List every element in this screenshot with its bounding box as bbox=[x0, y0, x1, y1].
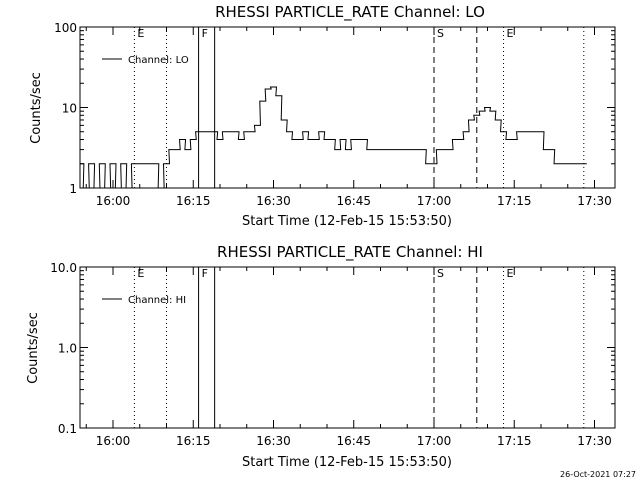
axis-ticks-hi: 16:00 16:15 16:30 16:45 17:00 17:15 17:30 0.1 1.… bbox=[50, 261, 615, 448]
series-group-lo bbox=[80, 86, 587, 189]
x-tick-label: 16:15 bbox=[176, 194, 211, 208]
footer-timestamp: 26-Oct-2021 07:27 bbox=[560, 470, 636, 479]
y-tick-label: 1 bbox=[69, 182, 77, 196]
legend-label-lo: Channel: LO bbox=[128, 55, 189, 66]
event-marker-label: F bbox=[202, 27, 208, 40]
y-axis-label-lo: Counts/sec bbox=[29, 72, 44, 144]
x-tick-label: 17:30 bbox=[577, 434, 612, 448]
y-tick-label: 100 bbox=[54, 21, 77, 35]
y-axis-label-hi: Counts/sec bbox=[26, 312, 41, 384]
event-marker-label: E bbox=[507, 27, 514, 40]
legend-label-hi: Channel: HI bbox=[128, 295, 186, 306]
x-tick-label: 17:00 bbox=[417, 434, 452, 448]
x-tick-label: 16:15 bbox=[176, 434, 211, 448]
event-marker-label: S bbox=[437, 267, 444, 280]
event-marker-label: E bbox=[507, 267, 514, 280]
y-tick-label: 1.0 bbox=[58, 342, 77, 356]
series-line-channel-lo bbox=[80, 86, 587, 189]
x-tick-label: 17:00 bbox=[417, 194, 452, 208]
x-axis-label-hi: Start Time (12-Feb-15 15:53:50) bbox=[242, 455, 452, 470]
x-tick-label: 16:00 bbox=[96, 194, 131, 208]
chart-title-hi: RHESSI PARTICLE_RATE Channel: HI bbox=[217, 243, 483, 262]
legend-lo: Channel: LO bbox=[102, 55, 189, 66]
x-axis-label-lo: Start Time (12-Feb-15 15:53:50) bbox=[242, 214, 452, 229]
x-tick-label: 16:30 bbox=[256, 434, 291, 448]
panel-hi: RHESSI PARTICLE_RATE Channel: HI E F S E 16… bbox=[26, 243, 616, 470]
y-tick-label: 10.0 bbox=[50, 261, 77, 275]
axis-ticks-lo: 16:00 16:15 16:30 16:45 17:00 17:15 17:30 1 10 10… bbox=[54, 21, 615, 208]
y-tick-label: 10 bbox=[62, 102, 77, 116]
x-tick-label: 17:15 bbox=[497, 194, 532, 208]
event-marker-label: E bbox=[137, 27, 144, 40]
x-tick-label: 17:15 bbox=[497, 434, 532, 448]
event-marker-label: E bbox=[137, 267, 144, 280]
x-tick-label: 16:00 bbox=[96, 434, 131, 448]
x-tick-label: 17:30 bbox=[577, 194, 612, 208]
x-tick-label: 16:30 bbox=[256, 194, 291, 208]
panel-lo: RHESSI PARTICLE_RATE Channel: LO E F S E 16… bbox=[29, 3, 616, 229]
legend-hi: Channel: HI bbox=[102, 295, 186, 306]
event-marker-label: S bbox=[437, 27, 444, 40]
y-tick-label: 0.1 bbox=[58, 422, 77, 436]
x-tick-label: 16:45 bbox=[336, 434, 371, 448]
chart-title-lo: RHESSI PARTICLE_RATE Channel: LO bbox=[215, 3, 485, 22]
event-marker-label: F bbox=[202, 267, 208, 280]
x-tick-label: 16:45 bbox=[336, 194, 371, 208]
